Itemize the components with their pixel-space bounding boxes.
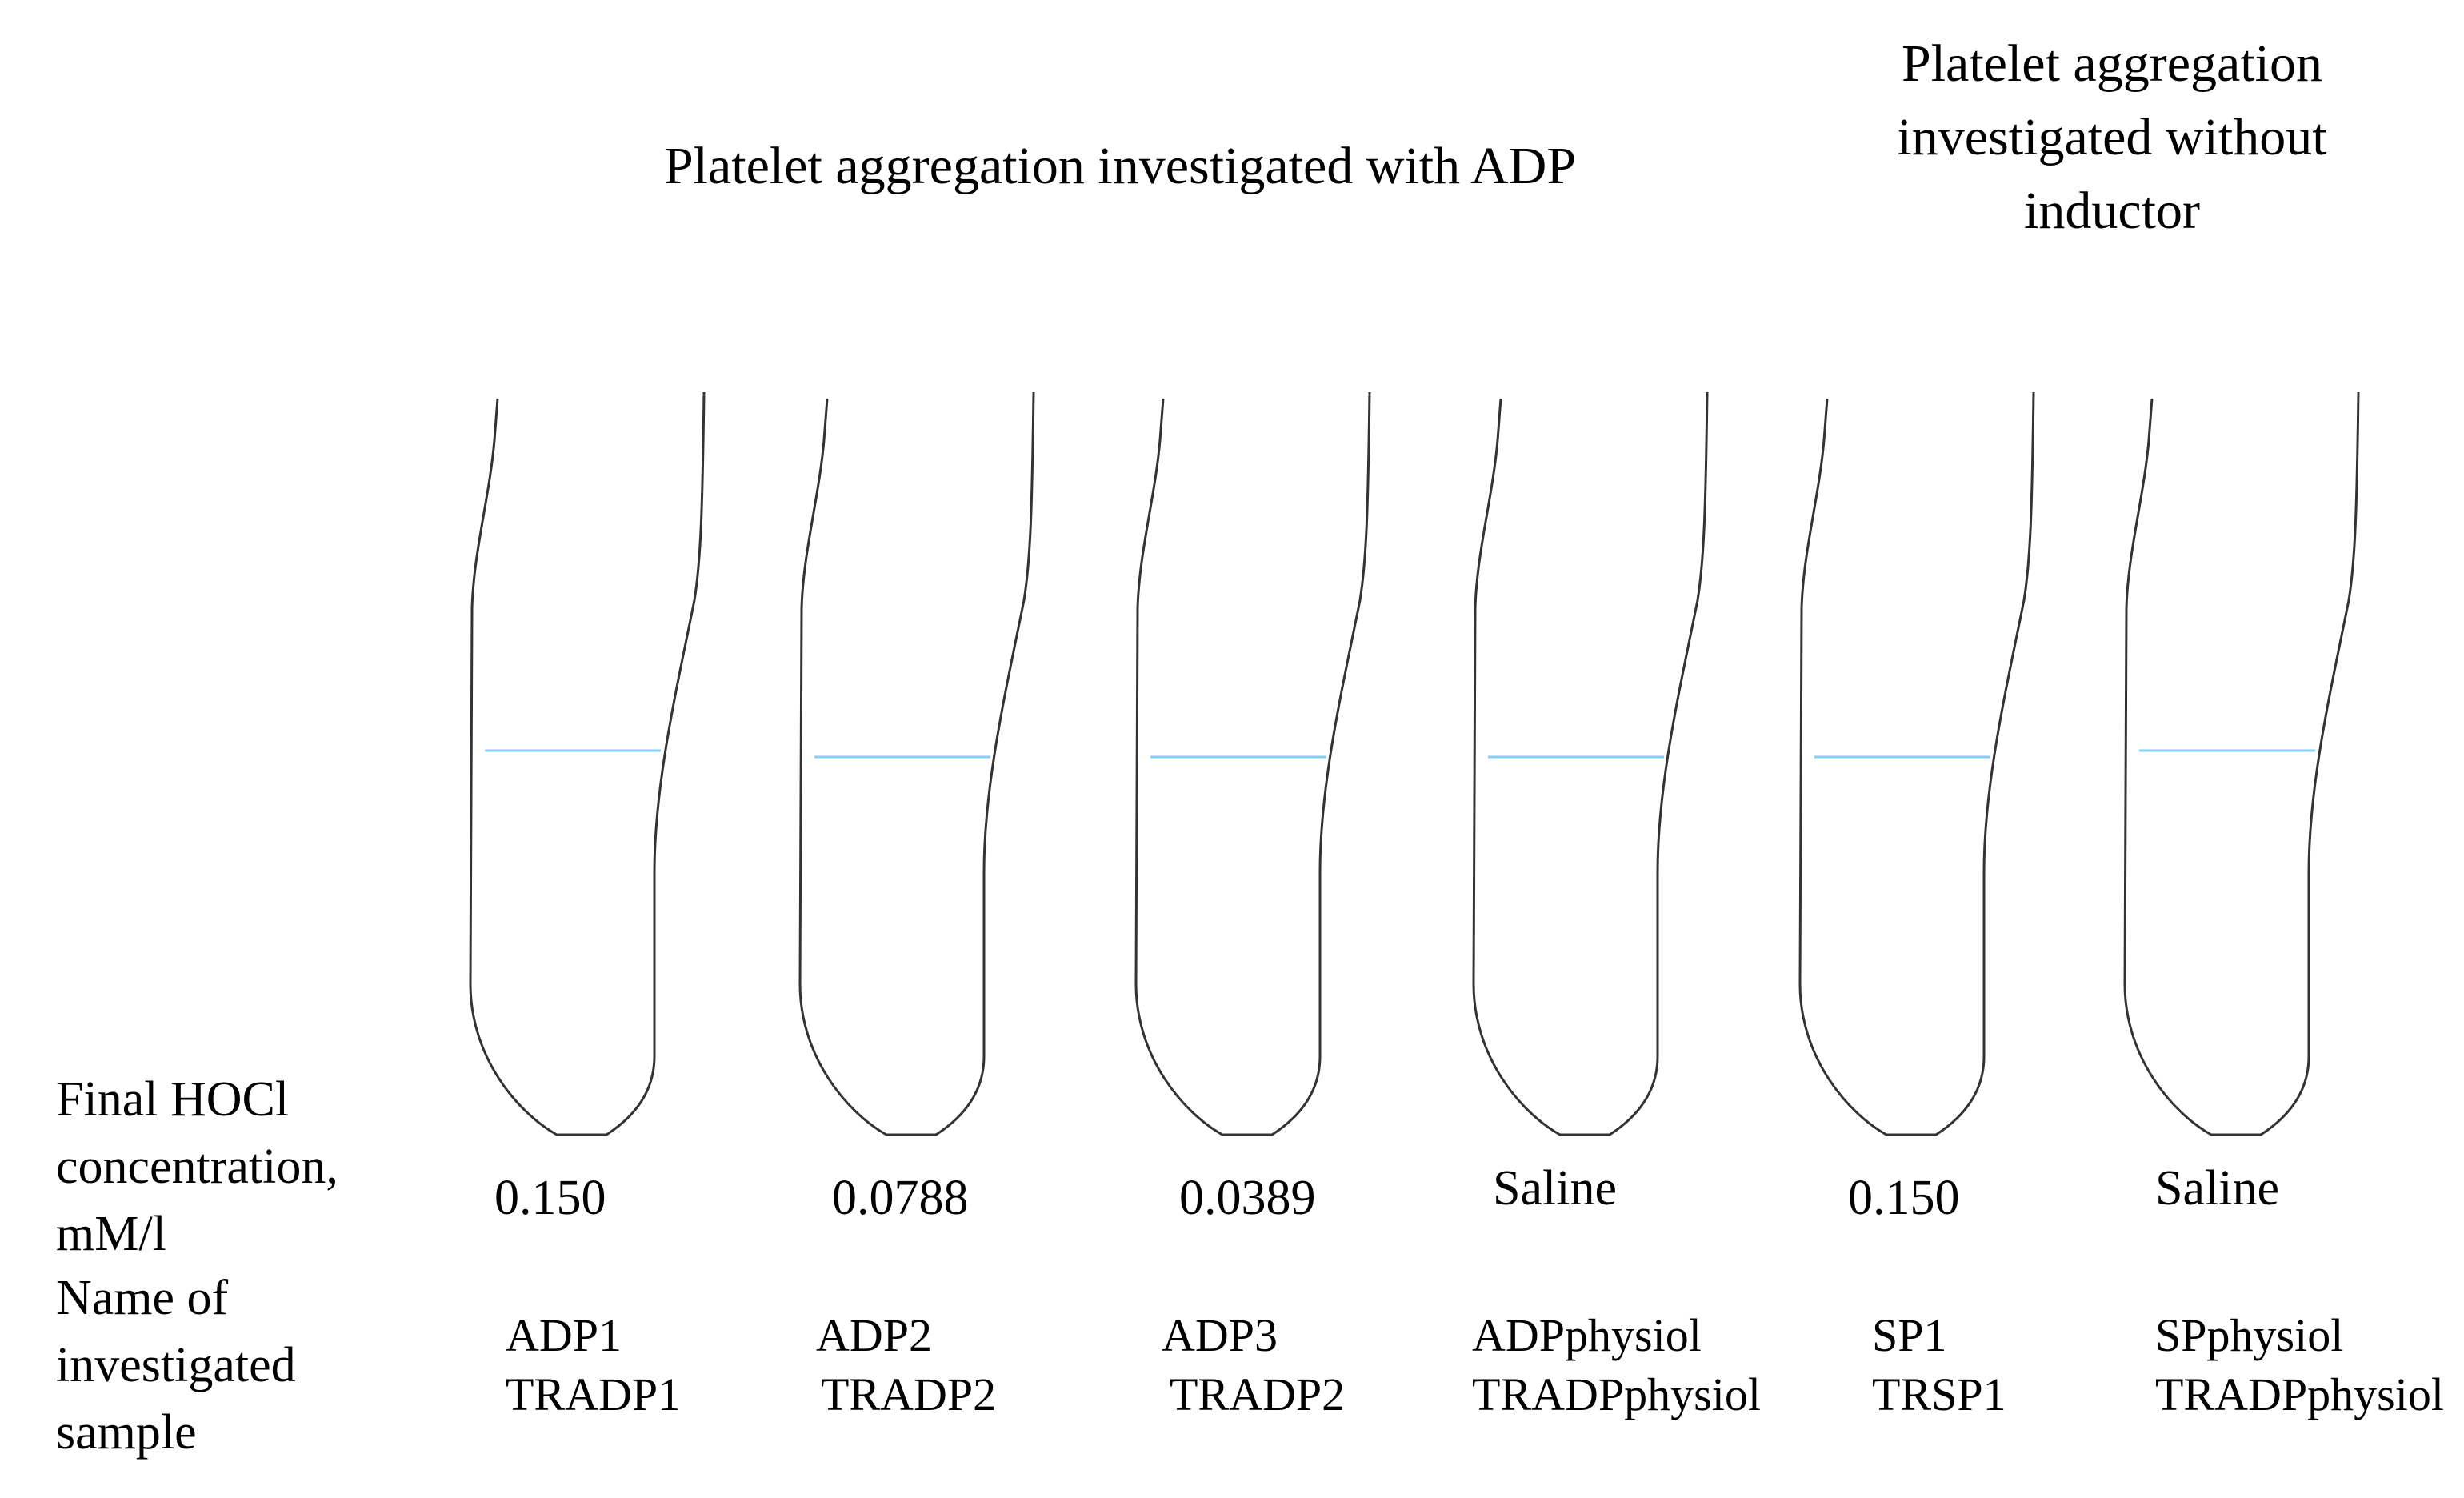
- sample-name-line: TRADP1: [506, 1368, 682, 1420]
- sample-name-line: ADP2: [816, 1309, 933, 1361]
- row-label-line: Final HOCl: [56, 1072, 290, 1127]
- tube-2-sample-name: ADP2 TRADP2: [816, 1306, 996, 1424]
- header-without-inductor-line: inductor: [2024, 182, 2200, 240]
- sample-name-line: SP1: [1872, 1309, 1947, 1361]
- row-label-line: concentration,: [56, 1140, 338, 1194]
- concentration-row-label: Final HOCl concentration, mM/l: [56, 1066, 338, 1268]
- tube-5-concentration: 0.150: [1848, 1171, 1960, 1225]
- tube-4-sample-name: ADPphysiol TRADPphysiol: [1472, 1306, 1761, 1424]
- sample-name-line: TRADP2: [1170, 1368, 1346, 1420]
- sample-name-row-label: Name of investigated sample: [56, 1264, 296, 1466]
- tube-3-sample-name: ADP3 TRADP2: [1162, 1306, 1345, 1424]
- tube-5-sample-name: SP1 TRSP1: [1872, 1306, 2006, 1424]
- test-tube-outline: [1134, 391, 1371, 1136]
- sample-name-line: ADPphysiol: [1472, 1309, 1702, 1361]
- tube-6-concentration: Saline: [2155, 1161, 2279, 1216]
- test-tube-outline: [2123, 391, 2360, 1136]
- sample-name-line: SPphysiol: [2155, 1309, 2344, 1361]
- row-label-line: Name of: [56, 1271, 229, 1325]
- row-label-line: sample: [56, 1405, 197, 1460]
- header-without-inductor: Platelet aggregation investigated withou…: [1824, 27, 2400, 248]
- tube-1-concentration: 0.150: [494, 1171, 606, 1225]
- tube-2-concentration: 0.0788: [832, 1171, 969, 1225]
- sample-name-line: TRSP1: [1872, 1368, 2006, 1420]
- tube-3-concentration: 0.0389: [1179, 1171, 1316, 1225]
- header-without-inductor-line: Platelet aggregation: [1902, 34, 2322, 93]
- header-without-inductor-line: investigated without: [1897, 108, 2327, 166]
- row-label-line: mM/l: [56, 1207, 166, 1261]
- row-label-line: investigated: [56, 1338, 296, 1392]
- test-tube-outline: [798, 391, 1035, 1136]
- sample-name-line: TRADPphysiol: [2155, 1368, 2444, 1420]
- tube-4-concentration: Saline: [1493, 1161, 1617, 1216]
- sample-name-line: TRADP2: [821, 1368, 997, 1420]
- sample-name-line: ADP1: [506, 1309, 622, 1361]
- tube-1-sample-name: ADP1 TRADP1: [506, 1306, 681, 1424]
- test-tube-outline: [1472, 391, 1709, 1136]
- test-tube-outline: [469, 391, 706, 1136]
- sample-name-line: TRADPphysiol: [1472, 1368, 1761, 1420]
- sample-name-line: ADP3: [1162, 1309, 1278, 1361]
- tube-6-sample-name: SPphysiol TRADPphysiol: [2155, 1306, 2444, 1424]
- header-with-adp: Platelet aggregation investigated with A…: [663, 137, 1577, 195]
- test-tube-outline: [1798, 391, 2035, 1136]
